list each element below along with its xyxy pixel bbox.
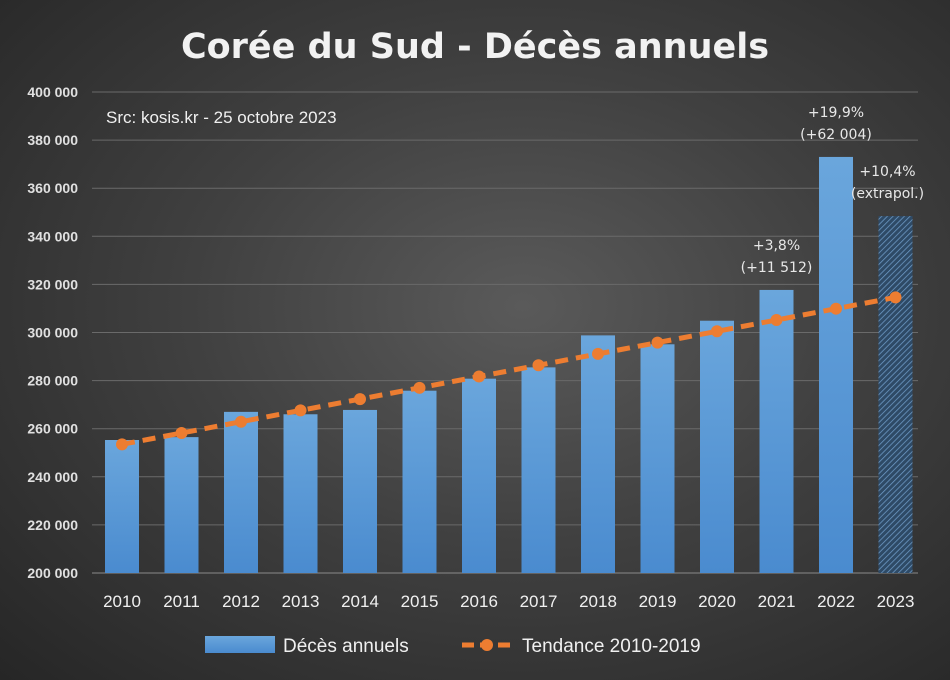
annotation-2023: +10,4% <box>859 164 915 180</box>
y-tick-label: 320 000 <box>27 276 78 292</box>
bar-2017 <box>521 367 556 573</box>
trend-point-2018 <box>592 347 604 360</box>
legend: Décès annuels Tendance 2010-2019 <box>205 636 701 657</box>
y-tick-label: 360 000 <box>27 180 78 196</box>
x-tick-label: 2020 <box>698 592 736 611</box>
trend-point-2019 <box>651 336 664 349</box>
trend-point-2015 <box>413 381 426 394</box>
bar-2011 <box>164 437 199 573</box>
bar-2018 <box>581 335 615 573</box>
legend-swatch-bars <box>205 636 275 653</box>
trend-point-2014 <box>354 393 366 406</box>
trend-point-2016 <box>473 370 485 383</box>
annotation-2022: (+62 004) <box>800 127 872 143</box>
trend-point-2017 <box>532 359 545 372</box>
x-tick-label: 2021 <box>758 592 796 611</box>
y-tick-label: 380 000 <box>27 132 78 148</box>
x-tick-label: 2014 <box>341 592 379 611</box>
x-tick-label: 2023 <box>877 592 915 611</box>
y-tick-label: 280 000 <box>27 373 78 389</box>
trend-point-2020 <box>711 325 723 338</box>
annotation-2022: +19,9% <box>808 105 864 121</box>
trend-point-2010 <box>116 438 128 451</box>
legend-marker-trend <box>481 639 493 651</box>
bar-2013 <box>283 414 318 573</box>
y-tick-label: 400 000 <box>27 84 78 100</box>
x-tick-label: 2017 <box>520 592 558 611</box>
trend-point-2023 <box>889 291 902 304</box>
x-tick-label: 2015 <box>401 592 439 611</box>
x-tick-label: 2019 <box>639 592 677 611</box>
bar-2022 <box>819 156 853 573</box>
bar-2019 <box>640 344 675 573</box>
x-tick-label: 2012 <box>222 592 260 611</box>
bar-2010 <box>105 440 139 573</box>
legend-label-trend: Tendance 2010-2019 <box>522 636 701 657</box>
source-note: Src: kosis.kr - 25 octobre 2023 <box>106 108 337 127</box>
bar-2016 <box>462 378 496 573</box>
y-tick-label: 340 000 <box>27 228 78 244</box>
annotation-2021: (+11 512) <box>741 260 813 276</box>
x-tick-label: 2011 <box>163 592 200 611</box>
bar-2014 <box>343 409 377 573</box>
trend-point-2021 <box>770 313 783 326</box>
y-tick-label: 300 000 <box>27 325 78 341</box>
bar-2023 <box>878 216 913 573</box>
x-tick-label: 2016 <box>460 592 498 611</box>
y-tick-label: 220 000 <box>27 517 78 533</box>
y-tick-label: 240 000 <box>27 469 78 485</box>
x-tick-label: 2022 <box>817 592 855 611</box>
bar-2021 <box>759 289 794 573</box>
y-tick-label: 200 000 <box>27 565 78 581</box>
bar-2015 <box>402 390 437 573</box>
x-tick-label: 2018 <box>579 592 617 611</box>
trend-line <box>121 294 896 447</box>
annotation-2021: +3,8% <box>753 238 800 254</box>
y-tick-label: 260 000 <box>27 421 78 437</box>
annotation-2023: (extrapol.) <box>851 186 924 202</box>
x-tick-label: 2010 <box>103 592 141 611</box>
trend-point-2022 <box>830 302 842 315</box>
legend-label-bars: Décès annuels <box>283 636 409 657</box>
bar-2020 <box>700 320 734 573</box>
bar-2012 <box>224 411 258 573</box>
trend-point-2011 <box>175 427 188 440</box>
trend-point-2012 <box>235 415 247 428</box>
trend-point-2013 <box>294 404 307 417</box>
chart-title: Corée du Sud - Décès annuels <box>181 27 769 67</box>
x-tick-label: 2013 <box>282 592 320 611</box>
